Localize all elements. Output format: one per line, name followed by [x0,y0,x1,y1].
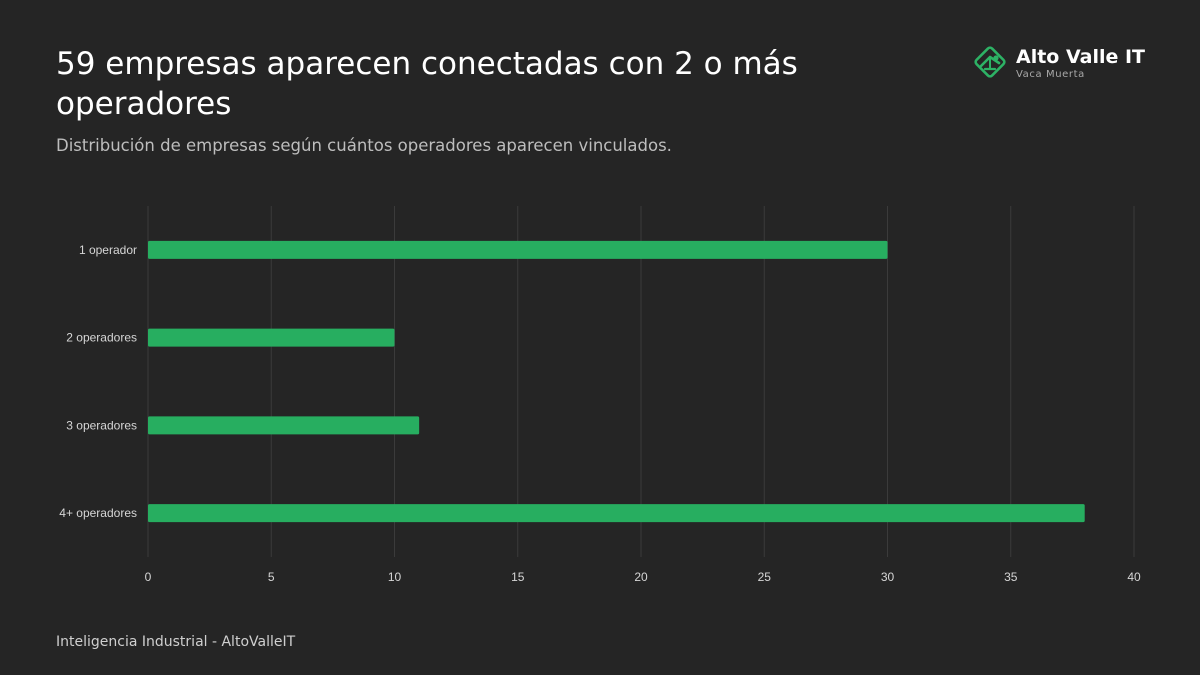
y-tick-label: 1 operador [79,243,137,257]
y-tick-label: 2 operadores [66,331,137,345]
y-tick-label: 4+ operadores [59,506,137,520]
x-tick-label: 0 [145,570,152,584]
chart-title: 59 empresas aparecen conectadas con 2 o … [56,46,798,122]
brand-name: Alto Valle IT [1016,46,1146,68]
bar [148,240,888,259]
x-tick-label: 10 [388,570,402,584]
pumpjack-diamond-icon [974,46,1006,78]
x-tick-label: 25 [758,570,772,584]
x-tick-label: 5 [268,570,275,584]
chart-subtitle: Distribución de empresas según cuántos o… [56,136,672,155]
x-tick-label: 35 [1004,570,1018,584]
x-tick-label: 40 [1127,570,1141,584]
footer-credit: Inteligencia Industrial - AltoValleIT [56,634,296,650]
x-tick-label: 30 [881,570,895,584]
bar [148,328,395,347]
brand-block: Alto Valle IT Vaca Muerta [972,42,1162,84]
y-tick-label: 3 operadores [66,418,137,432]
bar [148,416,420,435]
bar [148,504,1085,523]
x-tick-label: 15 [511,570,525,584]
brand-tagline: Vaca Muerta [1016,69,1085,80]
x-tick-label: 20 [634,570,648,584]
